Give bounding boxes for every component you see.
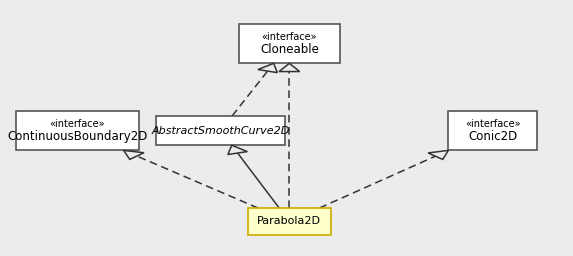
- Bar: [448, 111, 537, 151]
- Text: «interface»: «interface»: [50, 119, 105, 129]
- Text: Parabola2D: Parabola2D: [257, 216, 321, 227]
- Bar: [156, 116, 285, 145]
- Text: «interface»: «interface»: [465, 119, 520, 129]
- Text: «interface»: «interface»: [262, 31, 317, 42]
- Text: AbstractSmoothCurve2D: AbstractSmoothCurve2D: [151, 125, 290, 136]
- Text: Conic2D: Conic2D: [468, 130, 517, 143]
- Text: ContinuousBoundary2D: ContinuousBoundary2D: [7, 130, 147, 143]
- Bar: [240, 24, 339, 63]
- Bar: [248, 208, 331, 235]
- Bar: [16, 111, 139, 151]
- Text: Cloneable: Cloneable: [260, 43, 319, 56]
